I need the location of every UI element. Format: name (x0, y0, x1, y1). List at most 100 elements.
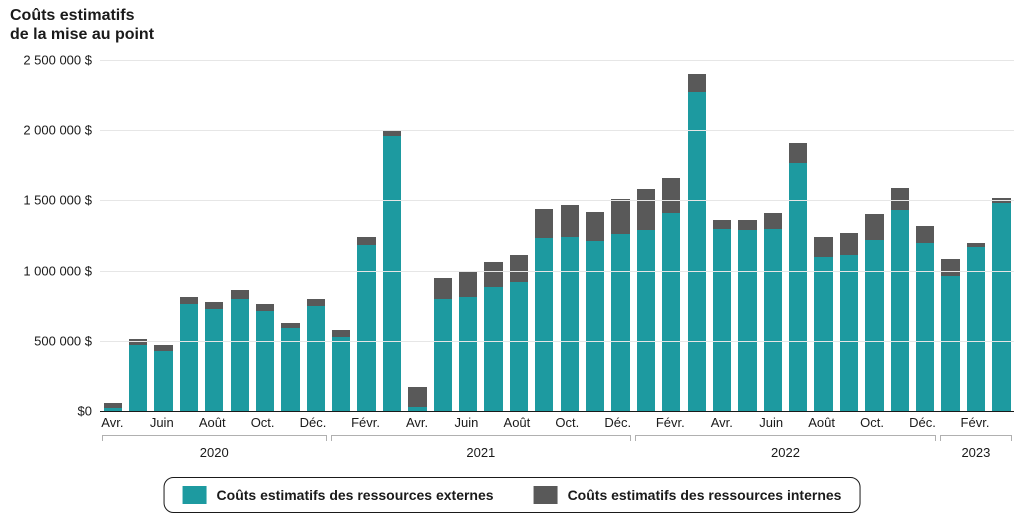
bar-segment-external (332, 337, 350, 411)
bar-slot (557, 60, 582, 411)
bar-slot (176, 60, 201, 411)
x-tick-label (734, 415, 759, 430)
bar (611, 199, 629, 411)
x-tick-label (326, 415, 351, 430)
year-bracket (102, 435, 327, 442)
bar-slot (532, 60, 557, 411)
bar-segment-internal (814, 237, 832, 257)
bar-segment-external (535, 238, 553, 411)
bar-segment-external (383, 136, 401, 411)
bar (586, 212, 604, 411)
bar-slot (455, 60, 480, 411)
x-tick-label: Juin (759, 415, 784, 430)
x-tick-label (479, 415, 504, 430)
year-label: 2022 (635, 445, 936, 460)
legend-label-external: Coûts estimatifs des ressources externes (217, 487, 494, 503)
bar-segment-external (611, 234, 629, 411)
bar-slot (151, 60, 176, 411)
y-tick-label: 1 000 000 $ (23, 263, 100, 278)
bar (840, 233, 858, 411)
bar-slot (735, 60, 760, 411)
year-group: 2023 (940, 443, 1012, 465)
bar-segment-internal (357, 237, 375, 245)
year-bracket (635, 435, 936, 442)
bar-segment-internal (637, 189, 655, 230)
year-bracket (940, 435, 1012, 442)
bar-segment-external (586, 241, 604, 411)
bar (434, 278, 452, 411)
bar-segment-internal (891, 188, 909, 210)
x-tick-label: Oct. (555, 415, 580, 430)
bar-segment-internal (332, 330, 350, 337)
bar-segment-external (764, 229, 782, 412)
bar-segment-external (434, 299, 452, 411)
bar-segment-external (916, 243, 934, 411)
bar-segment-internal (662, 178, 680, 213)
year-group: 2021 (331, 443, 632, 465)
bar (205, 302, 223, 412)
year-group: 2020 (102, 443, 327, 465)
bar-segment-external (561, 237, 579, 411)
bar (484, 262, 502, 411)
x-tick-label: Oct. (860, 415, 885, 430)
y-tick-label: 2 500 000 $ (23, 53, 100, 68)
bar-slot (811, 60, 836, 411)
bar-slot (582, 60, 607, 411)
bar (789, 143, 807, 411)
bar-segment-external (256, 311, 274, 411)
bar-slot (633, 60, 658, 411)
bar-segment-internal (510, 255, 528, 282)
x-tick-label: Août (199, 415, 226, 430)
bar-slot (862, 60, 887, 411)
bar-segment-internal (764, 213, 782, 228)
bar-segment-external (637, 230, 655, 411)
gridline (100, 200, 1014, 201)
bar-segment-external (840, 255, 858, 411)
bar-segment-internal (586, 212, 604, 241)
x-tick-label: Juin (454, 415, 479, 430)
bar-slot (100, 60, 125, 411)
bar-segment-internal (434, 278, 452, 299)
x-tick-label (125, 415, 150, 430)
bar-segment-external (713, 229, 731, 412)
x-tick-label (884, 415, 909, 430)
bar-slot (836, 60, 861, 411)
year-label: 2023 (940, 445, 1012, 460)
gridline (100, 60, 1014, 61)
bar-segment-external (307, 306, 325, 411)
bar-slot (887, 60, 912, 411)
x-tick-label: Févr. (656, 415, 685, 430)
bar-slot (786, 60, 811, 411)
bar-segment-internal (688, 74, 706, 92)
bar-segment-internal (865, 214, 883, 239)
y-tick-label: 1 500 000 $ (23, 193, 100, 208)
bar (865, 214, 883, 411)
x-tick-label: Août (504, 415, 531, 430)
legend-label-internal: Coûts estimatifs des ressources internes (568, 487, 842, 503)
y-axis-title: Coûts estimatifs de la mise au point (10, 6, 154, 44)
bar-segment-external (865, 240, 883, 411)
bar (281, 323, 299, 411)
bar-slot (379, 60, 404, 411)
x-tick-label (580, 415, 605, 430)
bar-segment-internal (180, 297, 198, 304)
bar-slot (125, 60, 150, 411)
bar-segment-external (154, 351, 172, 411)
bar-slot (760, 60, 785, 411)
x-tick-label: Déc. (300, 415, 327, 430)
bar-segment-external (992, 203, 1010, 411)
x-tick-label: Juin (149, 415, 174, 430)
bar-segment-internal (256, 304, 274, 311)
bar-segment-external (205, 309, 223, 411)
x-tick-label (685, 415, 710, 430)
bar-segment-internal (307, 299, 325, 306)
x-tick-label (429, 415, 454, 430)
bar-slot (913, 60, 938, 411)
bar-segment-internal (205, 302, 223, 309)
bar-slot (329, 60, 354, 411)
bar (637, 189, 655, 411)
bar-segment-external (231, 299, 249, 411)
bar-segment-external (510, 282, 528, 411)
bar (510, 255, 528, 411)
bar-segment-internal (789, 143, 807, 163)
